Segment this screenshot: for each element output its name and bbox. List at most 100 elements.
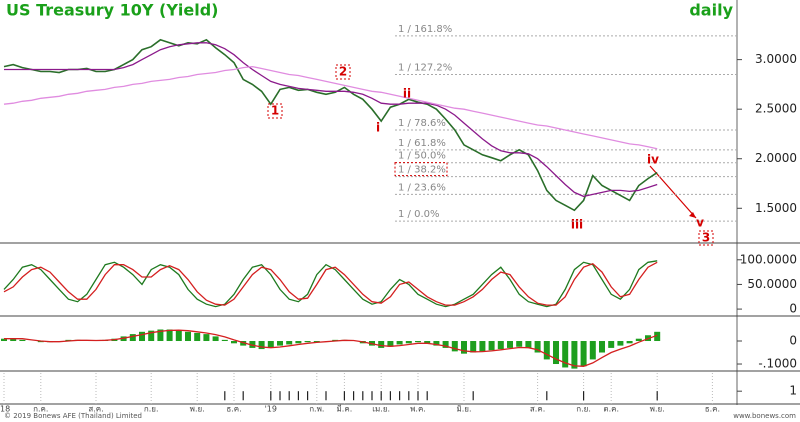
bar	[166, 329, 173, 342]
bar	[129, 334, 136, 342]
bar	[608, 341, 615, 348]
x-tick-label: ธ.ค.	[705, 405, 720, 414]
fib-label: 1 / 50.0%	[398, 151, 446, 162]
bar	[371, 391, 373, 401]
bar	[353, 391, 355, 401]
x-tick-label: ธ.ค.	[226, 405, 241, 414]
bar	[553, 341, 559, 365]
y-tick-label: 1.5000	[755, 201, 797, 215]
bar	[224, 391, 226, 401]
bar	[516, 341, 523, 347]
bar	[288, 391, 290, 401]
y-tick-label: 50.0000	[747, 277, 797, 291]
x-tick-label: เม.ย.	[372, 405, 390, 414]
x-tick-label: ส.ค.	[88, 405, 103, 414]
series-line	[4, 329, 658, 367]
annotation-box	[335, 64, 351, 80]
annotation: 3	[702, 231, 710, 245]
x-tick-label: พ.ค.	[410, 405, 426, 414]
bar	[534, 341, 541, 353]
bar	[507, 341, 513, 348]
y-tick-label: 1	[789, 384, 797, 398]
bar	[424, 341, 431, 344]
bar	[203, 334, 210, 342]
bar	[589, 341, 596, 360]
series-line	[3, 261, 658, 306]
x-tick-label: ก.ย.	[576, 405, 591, 414]
series-line	[4, 42, 658, 198]
bar	[451, 341, 458, 352]
bar	[279, 391, 281, 401]
bar	[221, 339, 228, 342]
annotation: iii	[571, 218, 583, 232]
bar	[10, 338, 17, 342]
bar	[362, 391, 364, 401]
bar	[426, 391, 428, 401]
x-tick-label: พ.ย.	[650, 405, 665, 414]
bar	[417, 391, 419, 401]
annotation-box	[267, 103, 283, 119]
bar	[580, 341, 587, 367]
annotation: v	[696, 216, 704, 230]
bar	[307, 391, 309, 401]
x-tick-label: ก.ย.	[144, 405, 159, 414]
x-tick-label: มิ.ย.	[456, 405, 471, 414]
bar	[654, 331, 661, 342]
bar	[258, 341, 265, 350]
bar	[387, 341, 394, 347]
bar	[396, 341, 403, 345]
bar	[546, 391, 548, 401]
bar	[562, 341, 569, 368]
fib-label: 1 / 127.2%	[398, 62, 452, 73]
y-tick-label: 2.5000	[755, 102, 797, 116]
chart-title: US Treasury 10Y (Yield)	[6, 1, 219, 20]
bar	[231, 341, 237, 344]
bar	[408, 391, 410, 401]
x-tick-label: ส.ค.	[530, 405, 545, 414]
bar	[415, 341, 421, 343]
bar	[304, 341, 311, 343]
bar	[442, 341, 449, 348]
bar	[617, 341, 624, 346]
bar	[479, 341, 486, 352]
bar	[599, 341, 605, 353]
bar	[249, 341, 256, 348]
x-tick-label: มี.ค.	[337, 405, 353, 414]
y-tick-label: 0	[789, 334, 797, 348]
bar	[525, 341, 532, 348]
annotation: iv	[647, 153, 659, 167]
bar	[270, 391, 272, 401]
bar	[399, 391, 401, 401]
bar	[313, 341, 320, 343]
y-tick-label: 2.0000	[755, 151, 797, 165]
x-tick-label: ก.ค.	[33, 405, 48, 414]
bar	[571, 341, 578, 369]
bar	[405, 341, 412, 344]
bar	[286, 341, 293, 345]
bar	[380, 391, 382, 401]
bar	[543, 341, 550, 360]
bar	[343, 391, 345, 401]
footer-right: www.bonews.com	[733, 412, 796, 420]
bar	[297, 391, 299, 401]
annotation-box	[698, 230, 714, 246]
y-tick-label: 100.0000	[740, 252, 797, 266]
x-tick-label: '19	[265, 405, 277, 414]
footer-left: © 2019 Bonews AFE (Thailand) Limited	[4, 412, 142, 420]
bar	[148, 330, 155, 342]
bar	[19, 339, 26, 342]
bar	[242, 391, 244, 401]
series-line	[3, 260, 658, 308]
fib-label: 1 / 61.8%	[398, 138, 446, 149]
bar	[185, 331, 191, 342]
y-tick-label: 3.0000	[755, 52, 797, 66]
annotation: i	[376, 121, 380, 135]
bar	[295, 341, 302, 344]
fib-label: 1 / 0.0%	[398, 209, 440, 220]
bar	[267, 341, 274, 348]
bar	[277, 341, 283, 346]
projection-arrow	[649, 165, 697, 219]
bar	[626, 341, 633, 344]
